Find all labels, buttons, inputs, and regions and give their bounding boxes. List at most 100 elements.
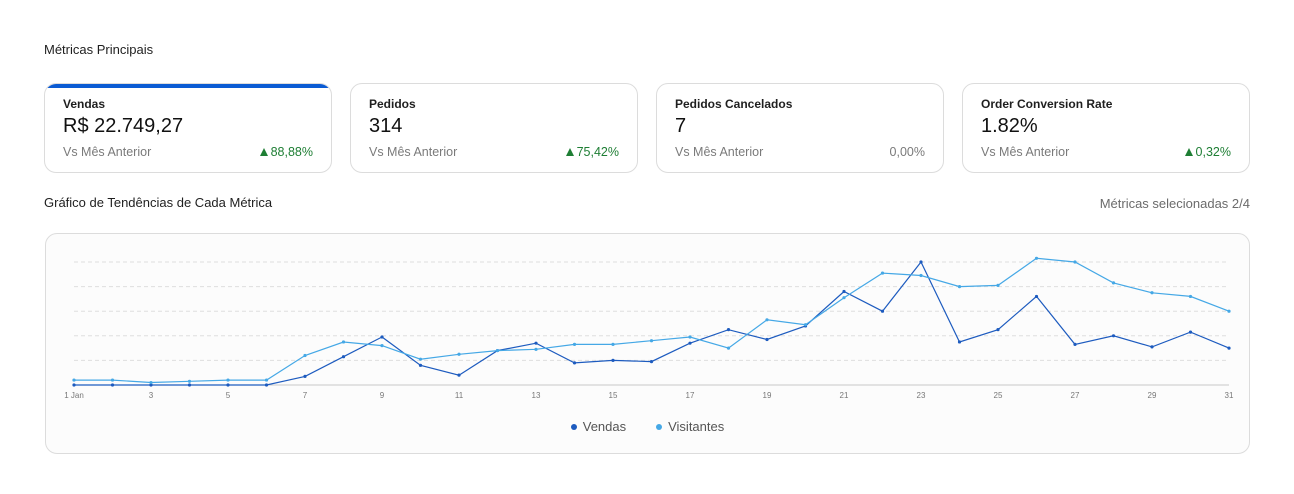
data-point-visitantes: [688, 335, 692, 339]
metric-card-value: 7: [675, 115, 687, 137]
metric-card-change-value: 0,00%: [889, 145, 925, 159]
metric-card-change: 75,42%: [565, 145, 619, 159]
legend-dot-icon: [656, 423, 663, 430]
data-point-visitantes: [380, 344, 384, 348]
data-point-visitantes: [1150, 291, 1154, 295]
data-point-visitantes: [842, 296, 846, 300]
metric-card-change: 88,88%: [259, 145, 313, 159]
trend-chart-card: 1 Jan 3 5 7 9 11 13 15 17 19 21 23 25 27 29 31 Vendas V…: [45, 233, 1250, 454]
data-point-visitantes: [803, 323, 808, 327]
data-point-vendas: [303, 374, 307, 378]
metric-cards: Vendas R$ 22.749,27 Vs Mês Anterior 88,8…: [44, 83, 1250, 173]
metric-card-pedidos-cancelados[interactable]: Pedidos Cancelados 7 Vs Mês Anterior 0,0…: [656, 83, 944, 173]
data-point-visitantes: [919, 273, 923, 278]
data-point-visitantes: [611, 342, 615, 347]
x-tick-label: 9: [380, 391, 385, 400]
data-point-visitantes: [303, 353, 307, 358]
data-point-visitantes: [1188, 294, 1193, 299]
metric-card-change-value: 88,88%: [270, 145, 313, 159]
main-metrics-title: Métricas Principais: [44, 42, 154, 57]
legend-item-visitantes[interactable]: Visitantes: [656, 419, 724, 434]
metric-card-change-value: 0,32%: [1195, 145, 1231, 159]
metric-card-value: R$ 22.749,27: [63, 115, 184, 137]
metric-card-compare: Vs Mês Anterior: [675, 145, 764, 159]
metric-card-order-conversion-rate[interactable]: Order Conversion Rate 1.82% Vs Mês Anter…: [962, 83, 1250, 173]
data-point-visitantes: [1034, 256, 1039, 260]
data-point-vendas: [1111, 334, 1116, 338]
legend-label: Visitantes: [668, 419, 725, 434]
x-tick-label: 19: [763, 391, 772, 400]
metric-card-compare: Vs Mês Anterior: [369, 145, 458, 159]
metric-card-compare: Vs Mês Anterior: [63, 145, 152, 159]
data-point-visitantes: [880, 271, 885, 275]
data-point-vendas: [226, 383, 230, 387]
data-point-visitantes: [572, 342, 577, 347]
x-tick-label: 29: [1148, 391, 1157, 400]
data-point-visitantes: [341, 340, 346, 344]
metric-card-compare: Vs Mês Anterior: [981, 145, 1070, 159]
metric-card-vendas[interactable]: Vendas R$ 22.749,27 Vs Mês Anterior 88,8…: [44, 83, 332, 173]
x-tick-label: 17: [686, 391, 695, 400]
data-point-vendas: [1150, 345, 1154, 349]
metric-card-label: Pedidos Cancelados: [675, 97, 793, 111]
data-point-vendas: [110, 383, 115, 387]
data-point-vendas: [765, 337, 769, 342]
triangle-up-icon: [1184, 148, 1193, 156]
data-point-visitantes: [264, 378, 269, 382]
metric-card-footer: Vs Mês Anterior 0,00%: [675, 145, 925, 159]
x-tick-label: 31: [1225, 391, 1234, 400]
metric-card-footer: Vs Mês Anterior 0,32%: [981, 145, 1231, 159]
x-tick-label: 11: [455, 391, 464, 400]
data-point-vendas: [957, 340, 962, 344]
legend-item-vendas[interactable]: Vendas: [570, 419, 626, 434]
data-point-visitantes: [1227, 309, 1231, 313]
data-point-vendas: [457, 373, 461, 377]
x-tick-label: 21: [840, 391, 849, 400]
data-point-vendas: [919, 260, 923, 264]
data-point-visitantes: [957, 285, 962, 289]
data-point-vendas: [1073, 342, 1077, 347]
x-tick-label: 27: [1071, 391, 1080, 400]
metric-card-label: Order Conversion Rate: [981, 97, 1113, 111]
data-point-visitantes: [1073, 260, 1077, 264]
data-point-vendas: [380, 335, 384, 339]
x-tick-label: 5: [226, 391, 231, 400]
trend-chart-title: Gráfico de Tendências de Cada Métrica: [44, 195, 273, 210]
x-tick-label: 13: [532, 391, 541, 400]
data-point-visitantes: [457, 352, 461, 356]
data-point-vendas: [1034, 294, 1039, 299]
data-point-visitantes: [110, 378, 115, 382]
data-point-vendas: [726, 328, 731, 332]
data-point-vendas: [418, 363, 423, 367]
triangle-up-icon: [565, 148, 574, 156]
data-point-vendas: [688, 341, 692, 345]
data-point-vendas: [1188, 330, 1193, 334]
metric-card-change: 0,32%: [1184, 145, 1231, 159]
data-point-visitantes: [149, 380, 153, 385]
metric-card-value: 1.82%: [981, 115, 1038, 137]
data-point-visitantes: [1111, 281, 1116, 285]
data-point-visitantes: [187, 379, 192, 383]
data-point-vendas: [880, 309, 885, 313]
data-point-visitantes: [226, 378, 230, 382]
series-line-vendas: [74, 260, 1230, 386]
metric-card-label: Vendas: [63, 97, 106, 111]
x-tick-label: 3: [149, 391, 154, 400]
data-point-visitantes: [649, 339, 654, 343]
data-point-visitantes: [534, 347, 538, 351]
data-point-vendas: [534, 341, 538, 345]
x-tick-label: 23: [917, 391, 926, 400]
data-point-visitantes: [726, 346, 731, 350]
data-point-visitantes: [996, 283, 1000, 287]
selected-metrics-count[interactable]: Métricas selecionadas 2/4: [1099, 196, 1250, 211]
data-point-vendas: [996, 328, 1000, 332]
metric-card-label: Pedidos: [369, 97, 416, 111]
metric-card-pedidos[interactable]: Pedidos 314 Vs Mês Anterior 75,42%: [350, 83, 638, 173]
metric-card-footer: Vs Mês Anterior 88,88%: [63, 145, 313, 159]
data-point-visitantes: [72, 378, 76, 382]
data-point-visitantes: [418, 357, 423, 361]
data-point-vendas: [649, 360, 654, 364]
x-tick-label: 1 Jan: [64, 391, 84, 400]
metric-card-change-value: 75,42%: [576, 145, 619, 159]
data-point-vendas: [187, 383, 192, 387]
